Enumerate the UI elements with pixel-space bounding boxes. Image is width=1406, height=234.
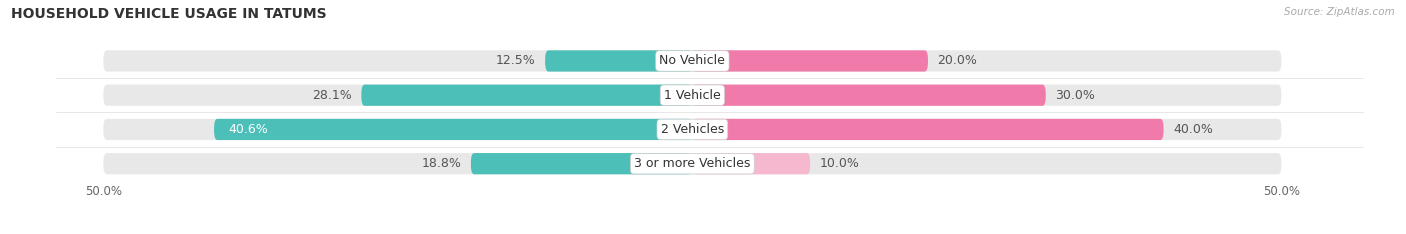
FancyBboxPatch shape <box>692 153 810 174</box>
Text: 3 or more Vehicles: 3 or more Vehicles <box>634 157 751 170</box>
Text: 40.0%: 40.0% <box>1173 123 1213 136</box>
FancyBboxPatch shape <box>214 119 692 140</box>
Text: 1 Vehicle: 1 Vehicle <box>664 89 721 102</box>
FancyBboxPatch shape <box>361 84 692 106</box>
Text: No Vehicle: No Vehicle <box>659 55 725 67</box>
Text: Source: ZipAtlas.com: Source: ZipAtlas.com <box>1284 7 1395 17</box>
FancyBboxPatch shape <box>692 84 1046 106</box>
Text: 40.6%: 40.6% <box>228 123 269 136</box>
Text: 30.0%: 30.0% <box>1054 89 1095 102</box>
FancyBboxPatch shape <box>471 153 692 174</box>
Text: 20.0%: 20.0% <box>938 55 977 67</box>
FancyBboxPatch shape <box>692 119 1164 140</box>
FancyBboxPatch shape <box>104 153 1281 174</box>
FancyBboxPatch shape <box>546 50 692 72</box>
Text: 2 Vehicles: 2 Vehicles <box>661 123 724 136</box>
FancyBboxPatch shape <box>104 84 1281 106</box>
Text: 12.5%: 12.5% <box>496 55 536 67</box>
FancyBboxPatch shape <box>104 119 1281 140</box>
Text: 18.8%: 18.8% <box>422 157 461 170</box>
Text: HOUSEHOLD VEHICLE USAGE IN TATUMS: HOUSEHOLD VEHICLE USAGE IN TATUMS <box>11 7 326 21</box>
FancyBboxPatch shape <box>104 50 1281 72</box>
FancyBboxPatch shape <box>692 50 928 72</box>
Text: 10.0%: 10.0% <box>820 157 859 170</box>
Text: 28.1%: 28.1% <box>312 89 352 102</box>
